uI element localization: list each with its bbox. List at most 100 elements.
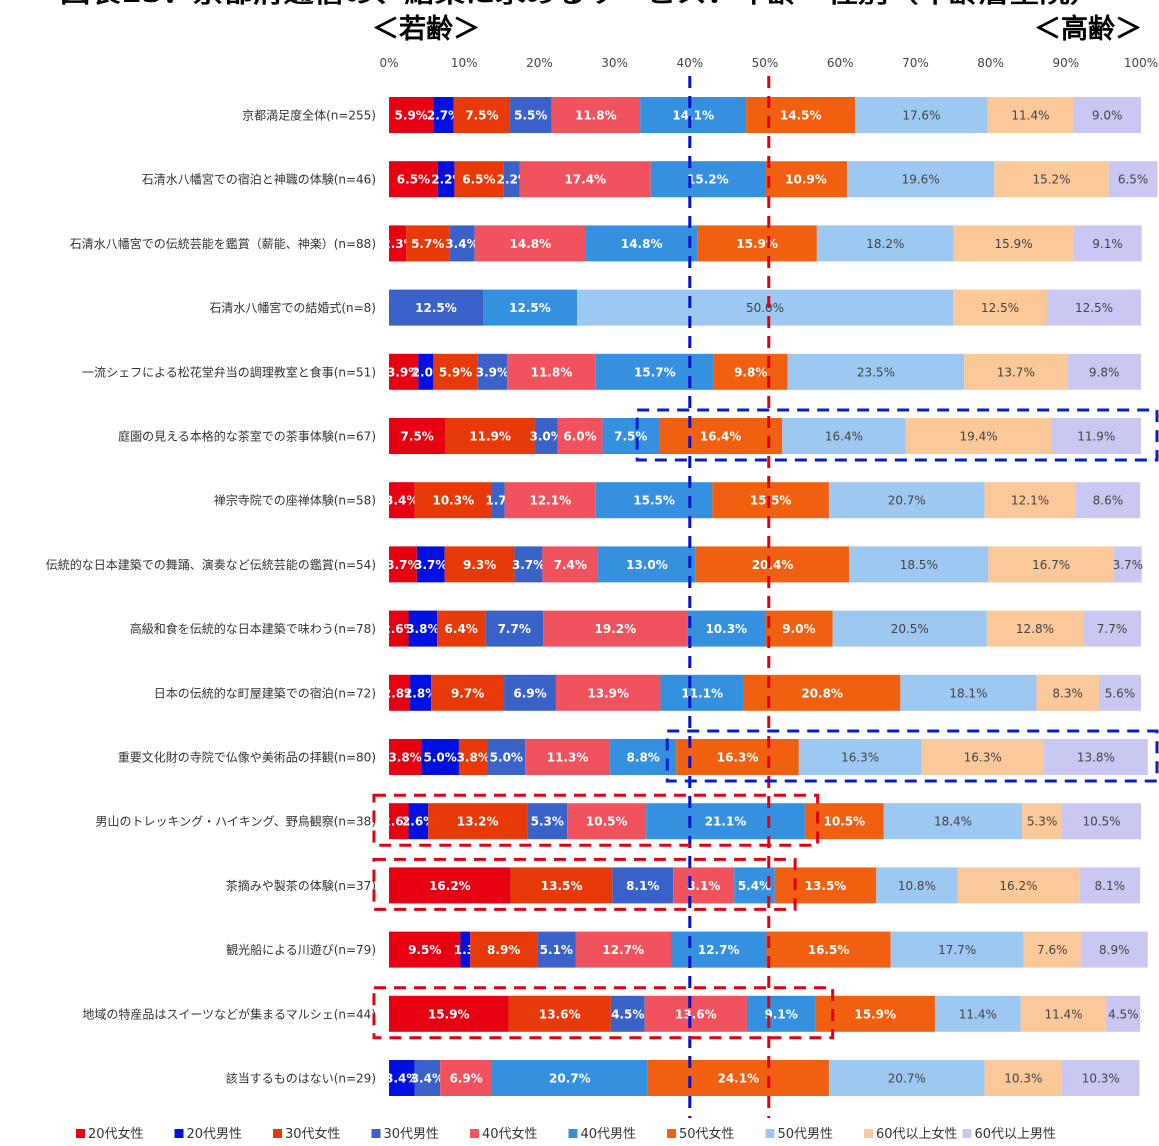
data-label: 12.5% — [1075, 301, 1113, 315]
bar-segment — [519, 161, 651, 198]
data-label: 15.9% — [428, 1007, 470, 1021]
bar-segment — [890, 931, 1024, 968]
data-label: 15.2% — [1032, 173, 1070, 187]
bar-segment — [953, 225, 1074, 262]
bar-segment — [1062, 1060, 1140, 1096]
bar-segment — [437, 610, 486, 647]
bar-segment — [389, 674, 411, 711]
data-label: 5.6% — [1105, 686, 1136, 700]
category-label: 庭園の見える本格的な茶室での茶事体験(n=67) — [118, 429, 376, 444]
bar-segment — [537, 931, 576, 968]
bar-segment — [712, 482, 829, 519]
data-label: 10.8% — [898, 879, 936, 893]
bar-segment — [389, 739, 422, 775]
legend-label: 30代男性 — [384, 1127, 440, 1142]
data-label: 16.7% — [1032, 558, 1070, 572]
bar-segment — [676, 739, 799, 775]
data-label: 5.5% — [514, 109, 547, 123]
bar-segment — [551, 97, 641, 133]
bar-segment — [389, 995, 509, 1032]
data-label: 3.4% — [385, 494, 418, 508]
legend-label: 50代女性 — [679, 1126, 735, 1142]
bar-segment — [586, 225, 698, 262]
data-label: 15.9% — [994, 237, 1032, 251]
bar-segment — [410, 674, 432, 711]
data-label: 6.0% — [563, 430, 596, 444]
bar-segment — [453, 97, 511, 133]
bar-segment — [598, 546, 696, 583]
data-label: 8.9% — [1099, 943, 1130, 957]
bar-segment — [765, 161, 847, 198]
legend-swatch — [568, 1129, 578, 1138]
bar-segment — [900, 674, 1037, 711]
bar-segment — [1047, 289, 1141, 326]
data-label: 12.5% — [415, 301, 457, 315]
data-label: 16.3% — [717, 751, 759, 765]
bar-row: 観光船による川遊び(n=79)9.5%1.3%8.9%5.1%12.7%12.7… — [226, 931, 1148, 968]
bar-segment — [437, 161, 455, 198]
bar-segment — [660, 674, 744, 711]
data-label: 3.7% — [414, 558, 447, 572]
bar-segment — [414, 1060, 441, 1096]
bar-segment — [460, 931, 471, 968]
bar-row: 伝統的な日本建築での舞踊、演奏など伝統芸能の鑑賞(n=54) 3.7%3.7% 9.… — [46, 546, 1143, 583]
bar-segment — [905, 418, 1052, 454]
bar-segment — [957, 867, 1080, 904]
data-label: 3.8% — [457, 751, 490, 765]
legend-label: 30代女性 — [285, 1126, 341, 1142]
bar-segment — [849, 546, 989, 583]
data-label: 20.4% — [752, 558, 794, 572]
bar-segment — [787, 353, 965, 390]
data-label: 50.0% — [746, 301, 784, 315]
x-tick-label: 100% — [1124, 56, 1158, 70]
data-label: 11.4% — [959, 1007, 997, 1021]
data-label: 10.3% — [1082, 1072, 1120, 1086]
category-label: 地域の特産品はスイーツなどが集まるマルシェ(n=44) — [82, 1006, 376, 1021]
data-label: 5.7% — [411, 237, 444, 251]
bar-segment — [504, 482, 596, 519]
data-label: 13.5% — [541, 879, 583, 893]
category-label: 男山のトレッキング・ハイキング、野鳥観察(n=38) — [96, 814, 377, 829]
bar-segment — [406, 225, 450, 262]
legend-swatch — [765, 1129, 775, 1138]
category-label: 観光船による川遊び(n=79) — [226, 942, 376, 957]
legend-swatch — [962, 1129, 972, 1138]
data-label: 15.7% — [634, 365, 676, 379]
data-label: 19.4% — [960, 430, 998, 444]
data-label: 19.2% — [595, 622, 637, 636]
data-label: 16.3% — [841, 751, 879, 765]
legend-item: 30代女性 — [273, 1126, 341, 1142]
bar-segment — [766, 931, 891, 968]
bar-segment — [445, 418, 535, 454]
legend-swatch — [371, 1129, 381, 1138]
data-label: 2.7% — [427, 109, 460, 123]
x-tick-label: 10% — [451, 56, 478, 70]
bar-segment — [647, 1060, 829, 1096]
bar-segment — [671, 931, 767, 968]
data-label: 3.4% — [411, 1072, 444, 1086]
category-label: 高級和食を伝統的な日本建築で味わう(n=78) — [130, 621, 376, 636]
data-label: 17.6% — [902, 109, 940, 123]
data-label: 13.6% — [539, 1007, 581, 1021]
data-label: 3.0% — [530, 430, 563, 444]
category-label: 京都満足度全体(n=255) — [242, 108, 376, 123]
data-label: 19.6% — [902, 173, 940, 187]
bar-segment — [610, 995, 645, 1032]
bar-segment — [525, 739, 611, 775]
x-axis-ticks: 0% 10% 20% 30% 40% 50% 60% 70% 80% 90% 100% — [379, 56, 1158, 70]
data-label: 13.0% — [626, 558, 668, 572]
bar-segment — [697, 225, 817, 262]
legend-item: 50代男性 — [765, 1127, 833, 1142]
data-label: 11.4% — [1011, 109, 1049, 123]
bar-segment — [846, 161, 995, 198]
data-label: 8.1% — [626, 879, 659, 893]
legend: 20代女性 20代男性 30代女性 30代男性 40代女性 40代男性 50代女性 50代男性… — [76, 1126, 1056, 1142]
bar-row: 該当するものはない(n=29)0.0%3.4%3.4%6.9%20.7%24.1… — [226, 1060, 1140, 1096]
data-label: 2.6% — [382, 815, 415, 829]
data-label: 8.9% — [487, 943, 520, 957]
bar-segment — [984, 1060, 1063, 1096]
category-label: 一流シェフによる松花堂弁当の調理教室と食事(n=51) — [82, 364, 376, 379]
x-tick-label: 20% — [526, 56, 553, 70]
bar-segment — [389, 482, 415, 519]
bar-segment — [504, 674, 556, 711]
